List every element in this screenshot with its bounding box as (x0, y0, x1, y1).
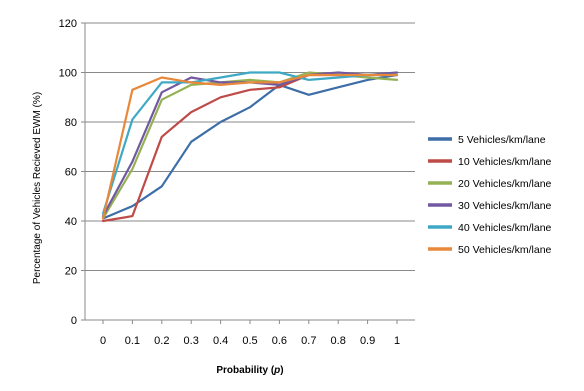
legend-label: 50 Vehicles/km/lane (458, 244, 552, 256)
y-tick-label: 120 (59, 18, 77, 30)
y-tick-label: 60 (65, 167, 77, 179)
legend-label: 40 Vehicles/km/lane (458, 222, 552, 234)
x-tick-label: 0.1 (125, 335, 140, 347)
legend-label: 20 Vehicles/km/lane (458, 178, 552, 190)
x-tick-label: 0.3 (184, 335, 199, 347)
x-tick-label: 0.5 (242, 335, 257, 347)
series-lines (101, 71, 399, 223)
series-line-1 (101, 73, 399, 220)
x-tick-label: 0.9 (360, 335, 375, 347)
y-tick-label: 80 (65, 117, 77, 129)
series-line-5 (101, 71, 399, 215)
x-axis-title-text: Probability ( (216, 365, 274, 376)
x-axis-title-variable: p (273, 365, 280, 376)
x-axis-title-end: ) (280, 365, 283, 376)
y-tick-label: 20 (65, 266, 77, 278)
legend-label: 10 Vehicles/km/lane (458, 156, 552, 168)
y-axis-title: Percentage of Vehicles Recieved EWM (%) (32, 92, 43, 284)
x-axis-title: Probability (p) (216, 365, 283, 376)
x-tick-label: 0.6 (272, 335, 287, 347)
y-tick-label: 0 (71, 315, 77, 327)
legend: 5 Vehicles/km/lane 10 Vehicles/km/lane 20 … (428, 134, 552, 256)
x-tick-label: 0.7 (301, 335, 316, 347)
x-tick-label: 0.2 (154, 335, 169, 347)
x-tick-label: 0.4 (213, 335, 228, 347)
series-line-6 (101, 73, 399, 220)
legend-label: 5 Vehicles/km/lane (458, 134, 546, 146)
x-tick-label: 0 (100, 335, 106, 347)
axes: 0 20 40 60 80 100 120 0 0.1 0.2 0.3 0.4 0.5 0.6 0.7 0.8… (59, 18, 415, 347)
y-tick-label: 40 (65, 216, 77, 228)
x-tick-label: 0.8 (331, 335, 346, 347)
x-tick-label: 1 (394, 335, 400, 347)
legend-label: 30 Vehicles/km/lane (458, 200, 552, 212)
y-tick-label: 100 (59, 68, 77, 80)
